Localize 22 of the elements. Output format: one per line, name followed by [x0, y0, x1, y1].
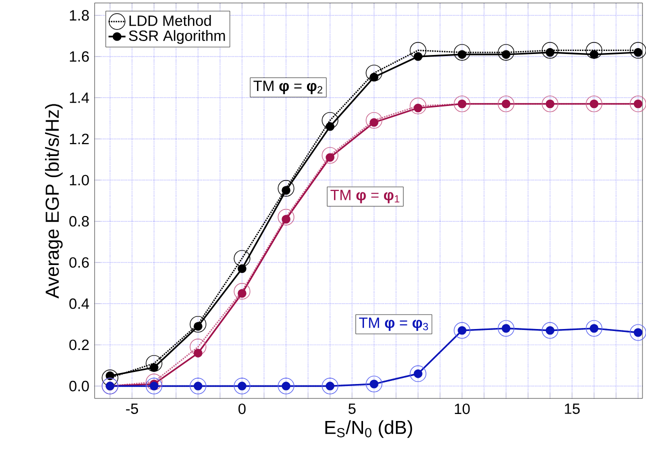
x-tick-label: 5	[348, 404, 356, 414]
annotation: TM φ = φ$_{1}$	[330, 190, 400, 204]
y-tick-label: 1.2	[70, 134, 89, 144]
legend-label: LDD Method	[130, 14, 211, 26]
annotation: TM φ = φ$_{2}$	[253, 80, 322, 94]
y-tick-label: 1.6	[70, 51, 89, 62]
y-tick-label: 0.4	[69, 298, 90, 309]
y-tick-label: 1.4	[70, 92, 90, 103]
y-tick-label: 1.8	[70, 10, 89, 21]
y-tick-label: 0.2	[69, 340, 89, 350]
y-axis-title: Average EGP (bit/s/Hz)	[45, 104, 63, 298]
x-tick-label: -5	[126, 404, 138, 414]
x-tick-label: 15	[564, 404, 580, 414]
x-tick-label: 0	[238, 404, 246, 414]
y-tick-label: 0.8	[69, 216, 89, 226]
legend-label: SSR Algorithm	[128, 30, 225, 44]
y-tick-label: 0.0	[69, 380, 89, 392]
y-tick-label: 1.0	[70, 174, 89, 186]
y-tick-label: 0.6	[69, 257, 89, 268]
annotation: TM φ = φ$_{3}$	[359, 318, 428, 331]
x-tick-label: 10	[454, 404, 470, 414]
x-axis-title: E$_{S}$/N$_{0}$ (dB)	[325, 420, 412, 438]
